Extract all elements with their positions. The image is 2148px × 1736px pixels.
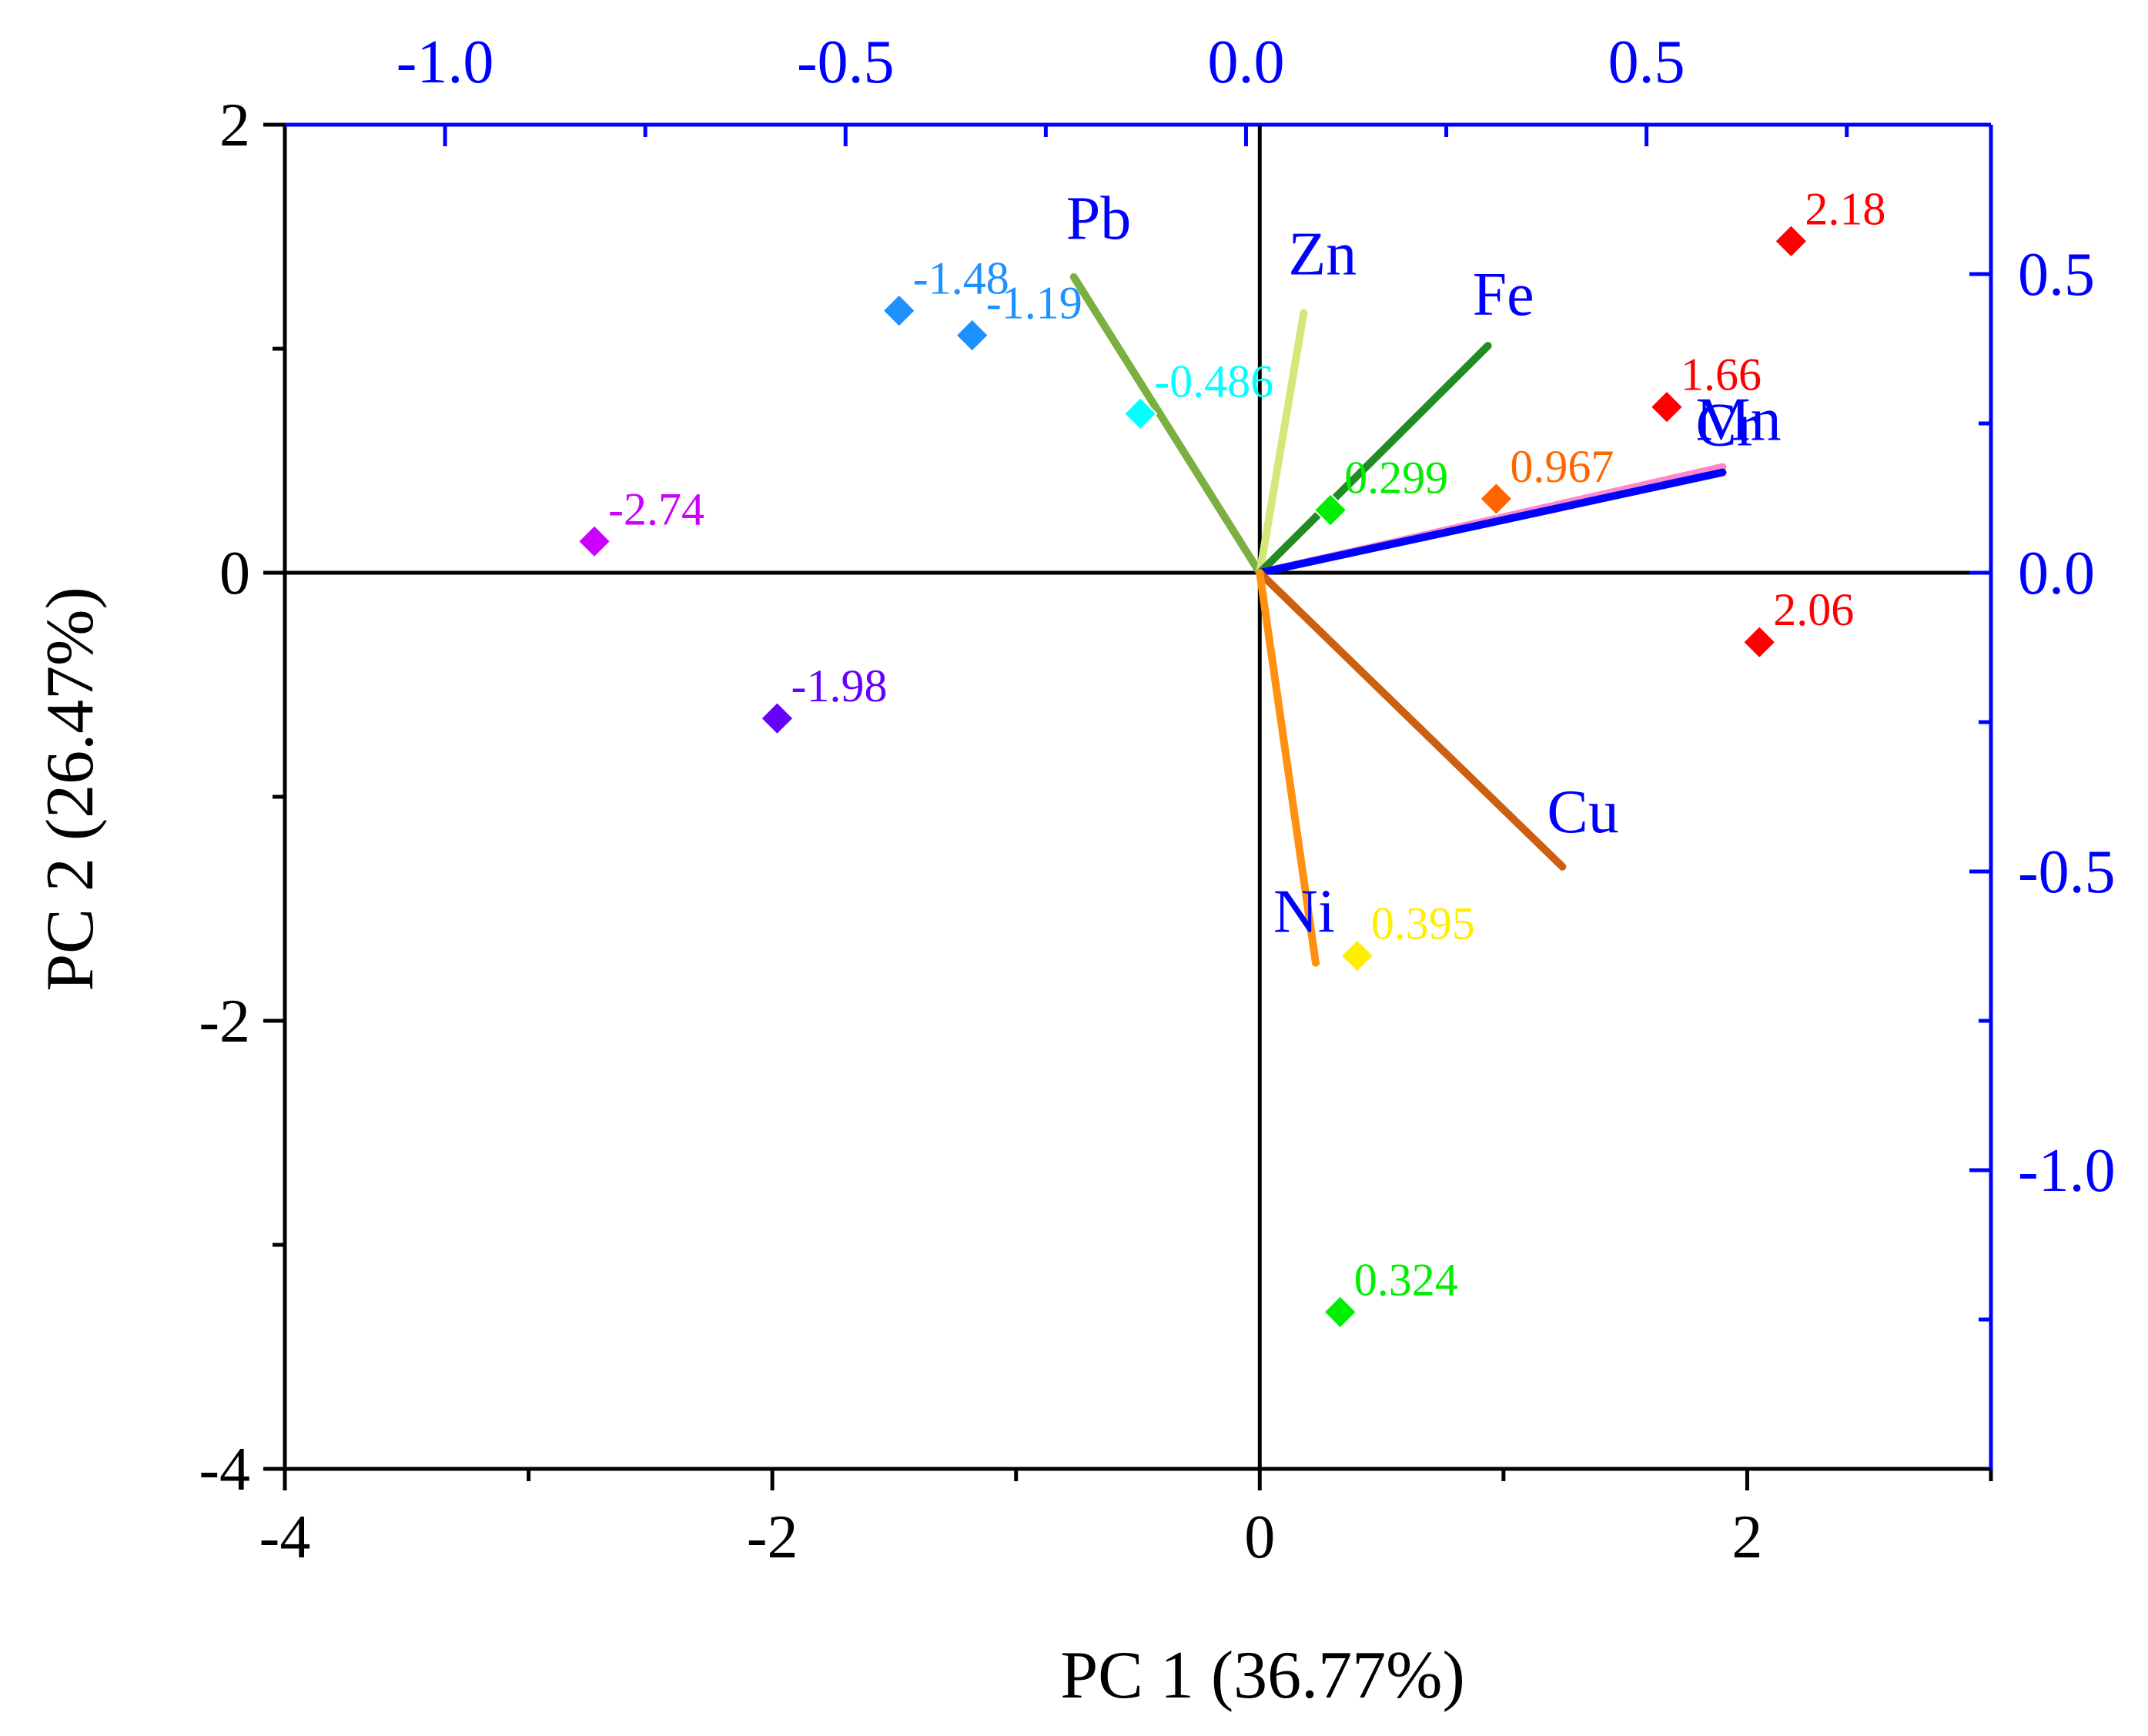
- loading-vector-cr: [1256, 468, 1727, 577]
- score-point: [1123, 396, 1158, 431]
- y-tick-label: -4: [199, 1436, 250, 1504]
- right-tick-label: 0.0: [2018, 540, 2095, 607]
- x-tick-label: -4: [259, 1504, 311, 1571]
- score-label: 0.395: [1371, 898, 1475, 949]
- loading-vector-zn: [1256, 309, 1308, 577]
- loading-label-zn: Zn: [1288, 220, 1357, 288]
- score-point: [1313, 493, 1348, 527]
- score-point: [955, 318, 990, 353]
- score-label: 1.66: [1681, 350, 1762, 400]
- loading-vector-cu: [1256, 569, 1567, 871]
- loading-vector-pb: [1069, 273, 1264, 577]
- score-point: [760, 701, 795, 736]
- y-tick-label: -2: [199, 988, 250, 1055]
- right-tick-label: 0.5: [2018, 241, 2095, 309]
- top-tick-label: 0.0: [1207, 28, 1284, 96]
- score-label: -1.98: [791, 661, 887, 711]
- score-point: [1340, 938, 1375, 974]
- top-tick-label: -0.5: [797, 28, 895, 96]
- score-point: [1323, 1294, 1358, 1330]
- loading-label-mn: Mn: [1695, 386, 1781, 454]
- score-point: [1649, 390, 1685, 425]
- loading-vector-ni: [1256, 569, 1320, 967]
- x-axis-label: PC 1 (36.77%): [1060, 1638, 1465, 1713]
- loading-label-cr: Cr: [1695, 392, 1757, 460]
- loading-label-cu: Cu: [1547, 778, 1618, 846]
- loading-label-pb: Pb: [1066, 185, 1132, 253]
- right-tick-label: -0.5: [2018, 838, 2116, 906]
- loading-vector-fe: [1256, 342, 1492, 577]
- score-point: [1478, 481, 1514, 517]
- score-label: 0.299: [1344, 453, 1448, 503]
- score-label: -1.48: [913, 253, 1009, 304]
- score-label: 0.967: [1510, 441, 1614, 492]
- loading-label-ni: Ni: [1273, 878, 1335, 946]
- score-label: -2.74: [608, 483, 704, 534]
- y-tick-label: 0: [219, 540, 250, 607]
- right-tick-label: -1.0: [2018, 1137, 2116, 1205]
- score-point: [1773, 223, 1808, 259]
- score-label: 0.324: [1354, 1254, 1458, 1305]
- x-tick-label: 0: [1244, 1504, 1275, 1571]
- loading-label-fe: Fe: [1473, 261, 1534, 329]
- score-label: 2.18: [1805, 183, 1885, 234]
- score-label: -0.486: [1154, 356, 1273, 406]
- y-tick-label: 2: [219, 92, 250, 159]
- y-axis-label: PC 2 (26.47%): [33, 587, 108, 992]
- x-tick-label: 2: [1731, 1504, 1762, 1571]
- score-point: [882, 293, 917, 328]
- top-tick-label: -1.0: [396, 28, 494, 96]
- score-point: [577, 523, 612, 559]
- score-label: 2.06: [1773, 584, 1854, 635]
- score-label: -1.19: [986, 278, 1082, 329]
- score-point: [1741, 624, 1777, 660]
- top-tick-label: 0.5: [1608, 28, 1685, 96]
- x-tick-label: -2: [747, 1504, 798, 1571]
